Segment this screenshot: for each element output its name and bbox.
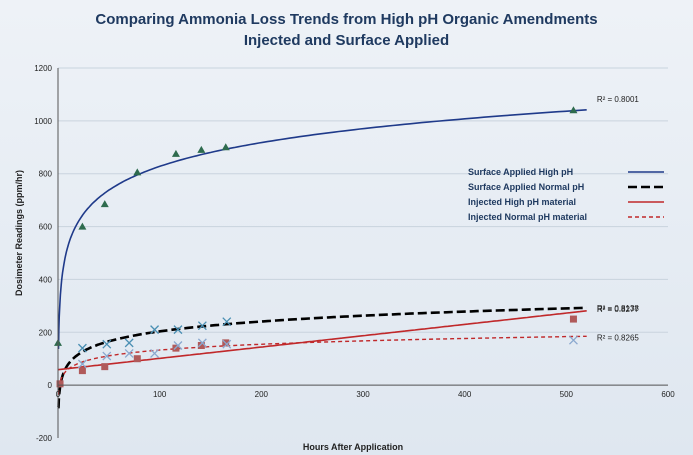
data-point-series-4 (124, 348, 134, 358)
data-point-series-3 (101, 363, 109, 371)
y-tick-label: 0 (48, 381, 53, 390)
data-point-series-2 (197, 321, 207, 331)
data-point-series-4 (197, 338, 207, 348)
data-point-series-2 (150, 325, 160, 335)
data-point-series-2 (222, 317, 232, 327)
r2-label-series-2: R² = 0.8277 (597, 305, 640, 314)
y-tick-label: 800 (39, 170, 53, 179)
r2-label-series-3: R² = 0.8138 (597, 304, 640, 313)
data-point-series-4 (102, 351, 112, 361)
x-tick-label: 300 (356, 390, 370, 399)
x-tick-label: 500 (560, 390, 574, 399)
data-point-series-2 (102, 339, 112, 349)
data-point-series-2 (124, 338, 134, 348)
r2-label-series-1: R² = 0.8001 (597, 95, 640, 104)
x-tick-label: 600 (661, 390, 675, 399)
y-axis-title: Dosimeter Readings (ppm/hr) (14, 170, 24, 296)
x-tick-label: 200 (255, 390, 269, 399)
data-point-series-4 (150, 348, 160, 358)
x-tick-label: 400 (458, 390, 472, 399)
chart-title-line-2: Injected and Surface Applied (243, 32, 450, 49)
data-point-series-3 (569, 315, 577, 323)
y-tick-label-partial: -200 (36, 434, 53, 443)
trendline-series-2 (57, 306, 587, 409)
data-point-series-1 (133, 168, 142, 176)
y-tick-label: 200 (39, 328, 53, 337)
data-point-series-1 (569, 106, 578, 114)
trendline-series-3 (57, 310, 587, 371)
data-point-series-4 (222, 339, 232, 349)
x-tick-label: 0 (56, 390, 61, 399)
data-point-series-4 (568, 335, 578, 345)
trendline-series-4 (57, 335, 587, 395)
data-point-series-2 (173, 325, 183, 335)
data-point-series-1 (221, 143, 230, 151)
data-point-series-1 (78, 222, 87, 230)
chart-title-line-1: Comparing Ammonia Loss Trends from High … (95, 11, 598, 28)
y-tick-label: 600 (39, 223, 53, 232)
legend-label-series-2: Surface Applied Normal pH (468, 182, 584, 192)
data-point-series-1 (197, 145, 206, 153)
data-point-series-3 (78, 367, 86, 375)
data-point-series-2 (77, 343, 87, 353)
trendline-series-1 (57, 109, 587, 349)
data-point-series-4 (173, 341, 183, 350)
x-tick-label: 100 (153, 390, 167, 399)
y-tick-label: 1000 (34, 117, 52, 126)
legend-label-series-4: Injected Normal pH material (468, 212, 587, 222)
data-point-series-4 (77, 359, 87, 369)
data-point-series-3 (197, 342, 205, 349)
legend-label-series-3: Injected High pH material (468, 197, 576, 207)
legend-label-series-1: Surface Applied High pH (468, 167, 573, 177)
data-point-series-3 (133, 355, 141, 363)
y-tick-label: 1200 (34, 64, 52, 73)
x-axis-title: Hours After Application (303, 442, 403, 452)
y-tick-label: 400 (39, 275, 53, 284)
data-point-series-3 (56, 380, 64, 388)
data-point-series-1 (171, 149, 180, 157)
r2-label-series-4: R² = 0.8265 (597, 333, 640, 342)
data-point-series-1 (100, 200, 109, 208)
